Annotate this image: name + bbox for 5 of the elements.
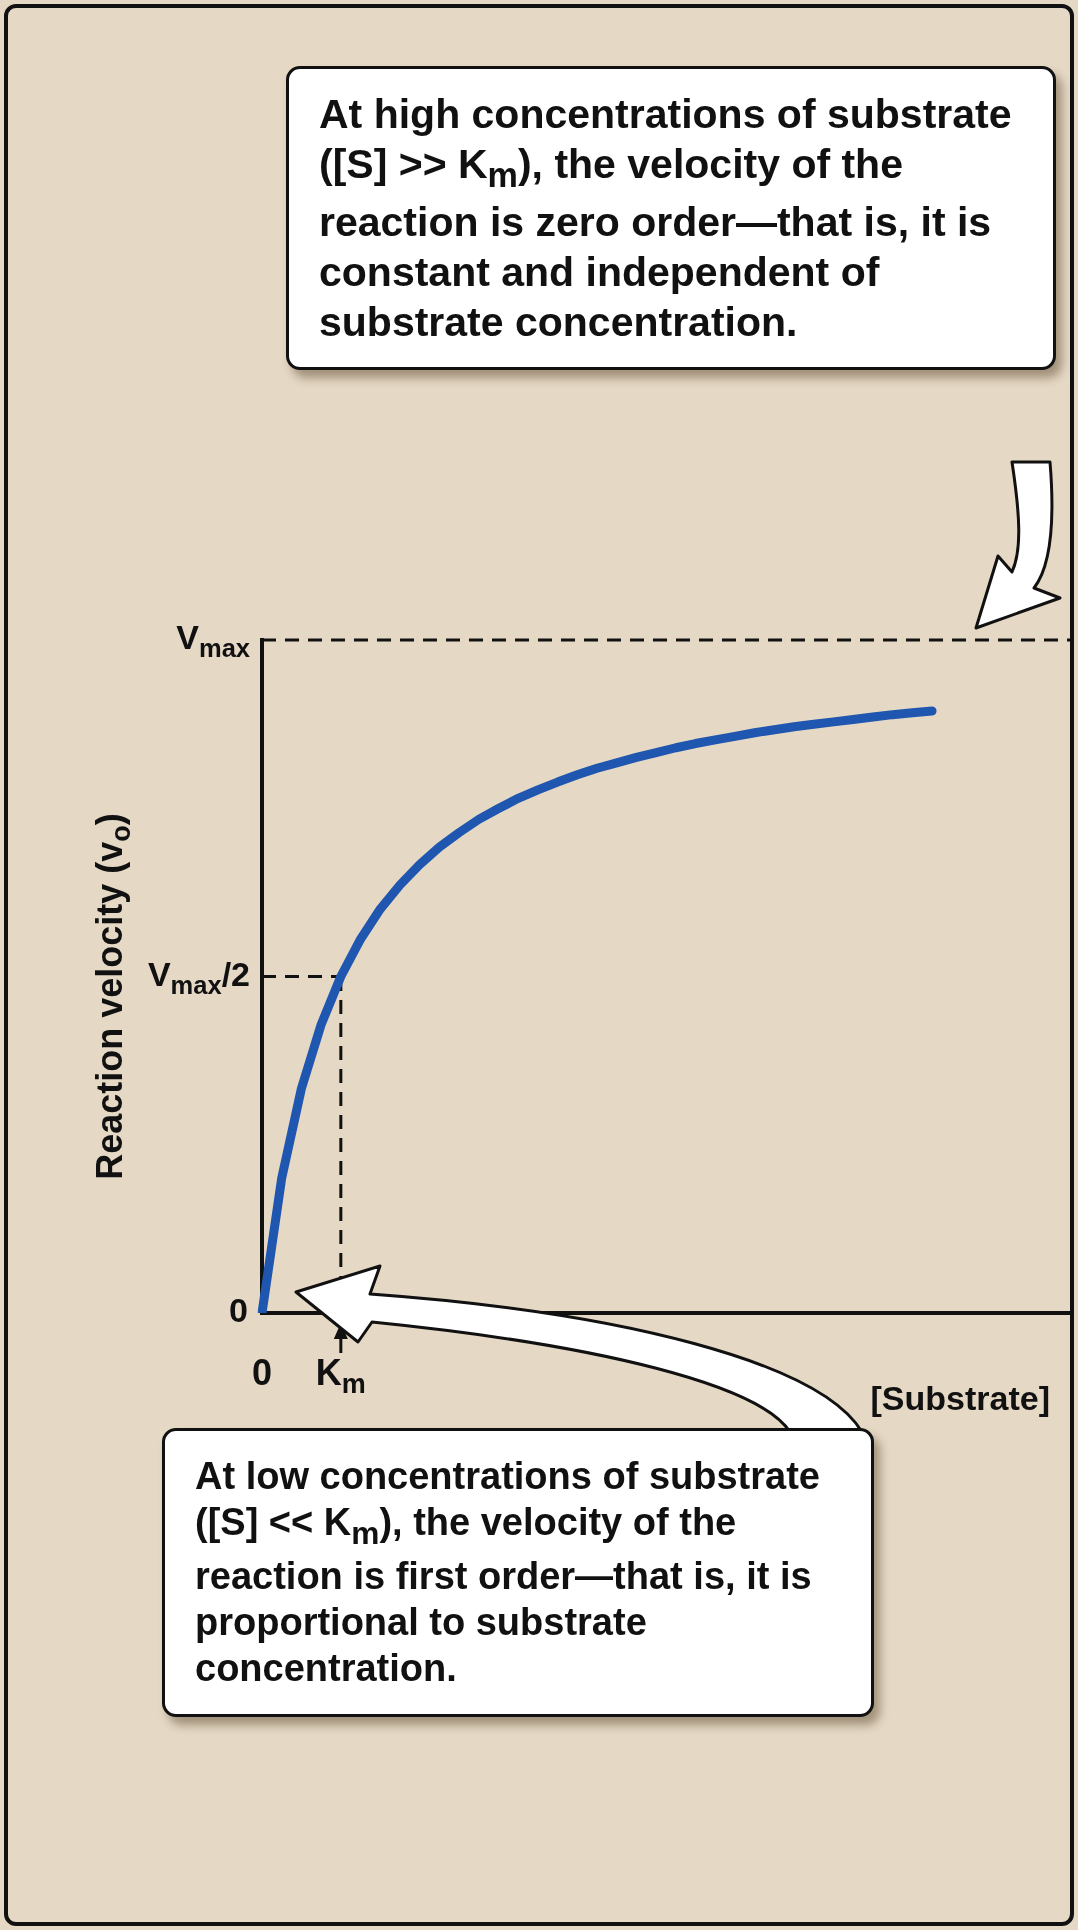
- x-axis-title: [Substrate]: [870, 1379, 1051, 1418]
- text: At low concentrations of substrate ([S] << K$_{m}$), the velocity of the reaction is first order—that is, it is proportional to substrate concentration.: [162, 1428, 874, 1717]
- y-axis-title: Reaction velocity (vo): [88, 813, 137, 1180]
- text: 0: [229, 1291, 249, 1330]
- text: At high concentrations of substrate ([S] >> K$_{m}$), the velocity of the reaction is zero order—that is, it is constant and independent of substrate concentration.: [286, 66, 1056, 370]
